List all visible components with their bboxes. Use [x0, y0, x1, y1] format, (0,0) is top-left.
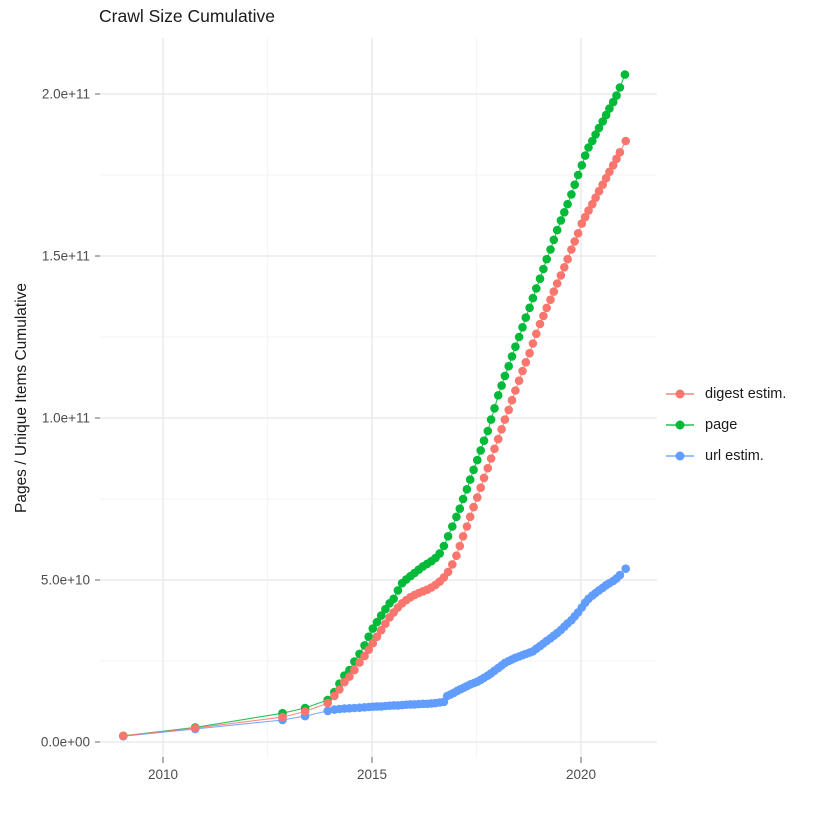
- gridlines-major: [100, 38, 657, 757]
- legend-key-digest-icon: [666, 389, 694, 399]
- legend-label: digest estim.: [705, 385, 787, 402]
- gridlines-minor: [100, 38, 657, 757]
- x-axis-labels: 2010 2015 2020: [148, 767, 596, 782]
- y-tick-label: 0.0e+00: [41, 735, 90, 750]
- y-tick-label: 5.0e+10: [41, 573, 90, 588]
- y-tick-label: 2.0e+11: [42, 87, 90, 102]
- x-tick-label: 2020: [566, 767, 596, 782]
- y-tick-label: 1.0e+11: [42, 411, 90, 426]
- series-url-estim: [119, 564, 630, 741]
- y-axis-title: Pages / Unique Items Cumulative: [13, 282, 30, 514]
- chart-title: Crawl Size Cumulative: [99, 6, 276, 26]
- legend-key-page-icon: [666, 420, 694, 430]
- y-tick-label: 1.5e+11: [42, 249, 90, 264]
- series-digest-estim: [119, 136, 630, 741]
- axis-ticks: [95, 93, 582, 763]
- legend-item-url-estim: url estim.: [666, 440, 786, 471]
- x-tick-label: 2015: [357, 767, 387, 782]
- legend-item-digest-estim: digest estim.: [666, 378, 786, 409]
- legend-item-page: page: [666, 409, 786, 440]
- legend-label: url estim.: [705, 447, 764, 464]
- x-tick-label: 2010: [148, 767, 178, 782]
- y-axis-labels: 0.0e+00 5.0e+10 1.0e+11 1.5e+11 2.0e+11: [41, 87, 90, 750]
- legend: digest estim. page url estim.: [666, 378, 786, 471]
- legend-label: page: [705, 416, 738, 433]
- legend-key-url-icon: [666, 451, 694, 461]
